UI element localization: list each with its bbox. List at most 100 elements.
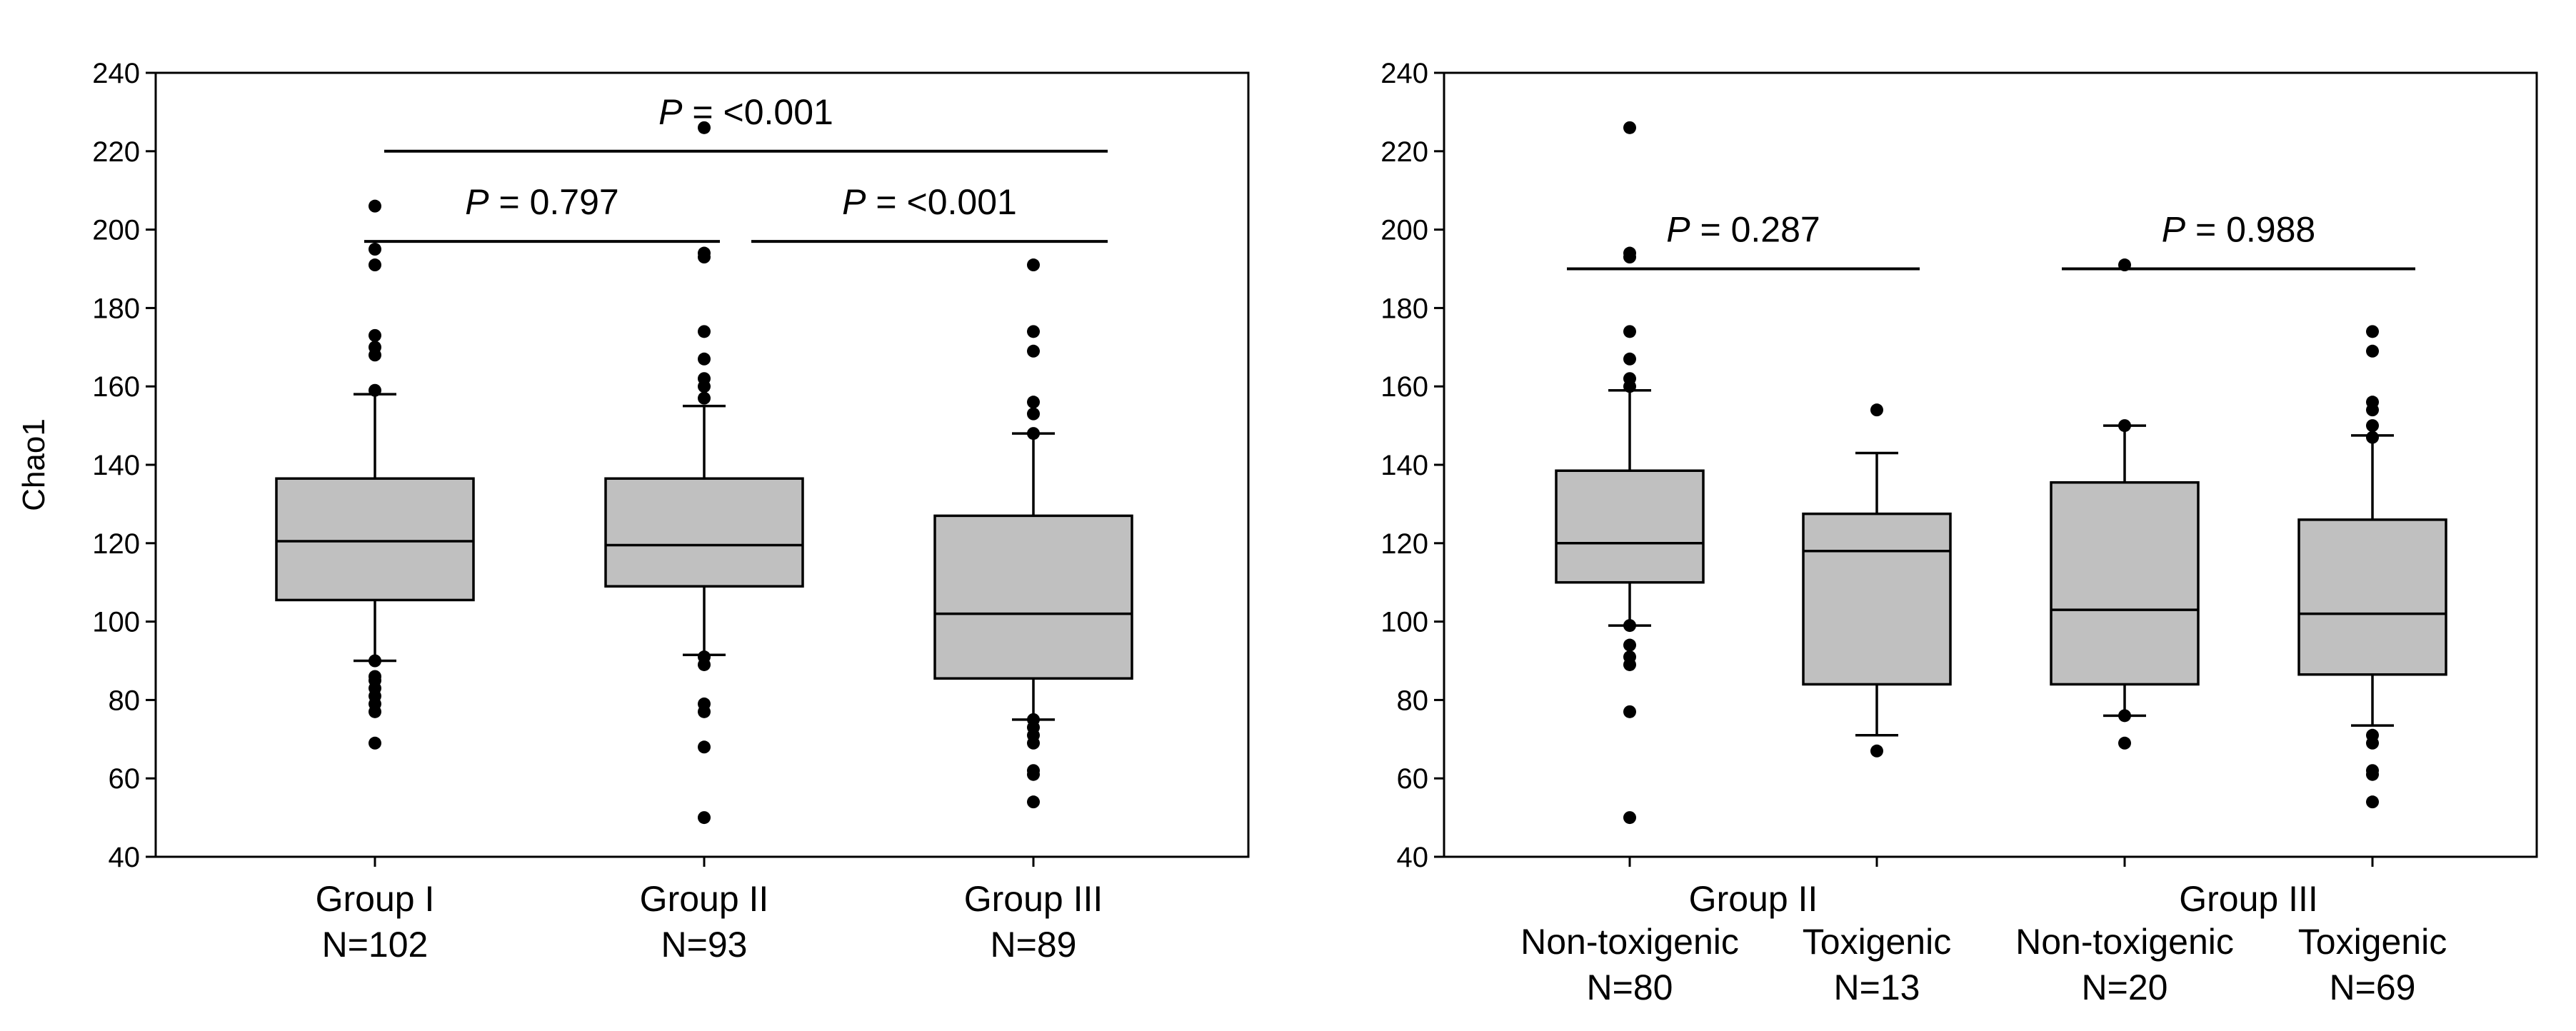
box-iqr xyxy=(933,514,1133,680)
outlier-point xyxy=(698,372,711,386)
outlier-point xyxy=(369,736,381,750)
box-iqr xyxy=(2297,518,2447,676)
group-label: Group III xyxy=(2179,879,2318,919)
box-iqr xyxy=(275,477,475,602)
p-value-text: = <0.001 xyxy=(683,92,833,132)
outlier-point xyxy=(1623,705,1636,718)
y-tick-label: 220 xyxy=(92,136,140,168)
outlier-point xyxy=(369,328,381,342)
p-symbol: P xyxy=(1666,210,1690,250)
outlier-point xyxy=(369,654,381,668)
plot-frame-left xyxy=(154,71,1250,858)
box-iqr xyxy=(1555,469,1705,584)
box-iqr xyxy=(1802,512,1952,686)
outlier-point xyxy=(698,352,711,366)
outlier-point xyxy=(698,697,711,710)
category-n-label: N=69 xyxy=(2330,967,2416,1007)
outlier-point xyxy=(369,199,381,213)
outlier-point xyxy=(2118,709,2131,723)
p-value-text: = <0.001 xyxy=(866,182,1017,222)
outlier-point xyxy=(1027,427,1040,441)
outlier-point xyxy=(2366,344,2379,358)
category-label: Group III xyxy=(964,879,1103,919)
category-label: Group II xyxy=(640,879,769,919)
outlier-point xyxy=(1623,246,1636,260)
y-axis-label: Chao1 xyxy=(16,418,51,511)
outlier-point xyxy=(369,341,381,354)
y-tick-label: 160 xyxy=(1380,371,1428,403)
y-tick-label: 180 xyxy=(1380,293,1428,324)
outlier-point xyxy=(1623,121,1636,134)
y-tick-label: 140 xyxy=(1380,450,1428,481)
category-sublabel: Non-toxigenic xyxy=(1520,922,1739,962)
p-value-label: P = 0.287 xyxy=(1666,210,1820,250)
outlier-point xyxy=(369,383,381,397)
p-value-label: P = 0.797 xyxy=(465,182,618,222)
y-tick-label: 140 xyxy=(92,450,140,481)
p-value-label: P = <0.001 xyxy=(842,182,1017,222)
p-value-text: = 0.287 xyxy=(1690,210,1820,250)
outlier-point xyxy=(2366,419,2379,433)
outlier-point xyxy=(369,670,381,683)
outlier-point xyxy=(1027,344,1040,358)
y-tick-label: 200 xyxy=(92,215,140,246)
y-tick-label: 100 xyxy=(92,607,140,638)
category-n-label: N=89 xyxy=(991,925,1077,965)
outlier-point xyxy=(2366,325,2379,338)
y-tick-label: 60 xyxy=(109,763,141,795)
outlier-point xyxy=(1623,619,1636,633)
category-n-label: N=20 xyxy=(2082,967,2168,1007)
outlier-point xyxy=(1027,713,1040,726)
outlier-point xyxy=(1623,325,1636,338)
p-symbol: P xyxy=(2162,210,2186,250)
category-label: Group I xyxy=(316,879,435,919)
y-tick-label: 40 xyxy=(109,842,141,873)
y-tick-label: 240 xyxy=(1380,58,1428,89)
p-value-label: P = 0.988 xyxy=(2162,210,2315,250)
outlier-point xyxy=(1027,325,1040,338)
p-value-label: P = <0.001 xyxy=(658,92,833,132)
p-value-text: = 0.988 xyxy=(2185,210,2315,250)
outlier-point xyxy=(1870,744,1883,758)
outlier-point xyxy=(369,258,381,272)
outlier-point xyxy=(2366,728,2379,742)
outlier-point xyxy=(1623,352,1636,366)
outlier-point xyxy=(2366,764,2379,778)
category-sublabel: Non-toxigenic xyxy=(2015,922,2234,962)
category-n-label: N=80 xyxy=(1587,967,1673,1007)
outlier-point xyxy=(1623,811,1636,825)
y-tick-label: 180 xyxy=(92,293,140,324)
y-tick-label: 120 xyxy=(1380,528,1428,560)
outlier-point xyxy=(698,246,711,260)
category-sublabel: Toxigenic xyxy=(2298,922,2447,962)
category-n-label: N=93 xyxy=(661,925,748,965)
y-tick-label: 100 xyxy=(1380,607,1428,638)
outlier-point xyxy=(1870,403,1883,417)
group-label: Group II xyxy=(1689,879,1818,919)
box-iqr xyxy=(2050,481,2200,686)
outlier-point xyxy=(1027,407,1040,421)
p-symbol: P xyxy=(658,92,683,132)
category-n-label: N=102 xyxy=(322,925,429,965)
box-iqr xyxy=(604,477,804,588)
y-tick-label: 200 xyxy=(1380,215,1428,246)
y-tick-label: 120 xyxy=(92,528,140,560)
y-tick-label: 80 xyxy=(109,685,141,716)
outlier-point xyxy=(1027,396,1040,409)
outlier-point xyxy=(1623,650,1636,664)
p-symbol: P xyxy=(842,182,866,222)
y-tick-label: 160 xyxy=(92,371,140,403)
outlier-point xyxy=(698,811,711,825)
outlier-point xyxy=(1027,795,1040,809)
outlier-point xyxy=(698,650,711,664)
y-tick-label: 80 xyxy=(1397,685,1429,716)
outlier-point xyxy=(2366,431,2379,444)
outlier-point xyxy=(2366,795,2379,809)
p-symbol: P xyxy=(465,182,489,222)
category-n-label: N=13 xyxy=(1834,967,1920,1007)
outlier-point xyxy=(698,391,711,405)
category-sublabel: Toxigenic xyxy=(1803,922,1951,962)
outlier-point xyxy=(2118,736,2131,750)
outlier-point xyxy=(1027,764,1040,778)
